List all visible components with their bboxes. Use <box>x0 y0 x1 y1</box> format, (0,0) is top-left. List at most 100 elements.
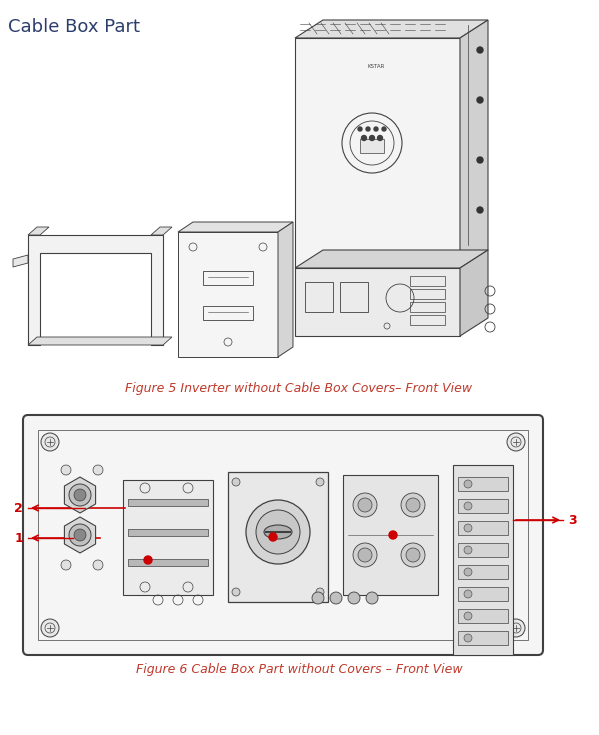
Text: Cable Box Part: Cable Box Part <box>8 18 140 36</box>
Circle shape <box>477 207 483 213</box>
Polygon shape <box>295 20 488 38</box>
Circle shape <box>144 556 152 564</box>
Circle shape <box>401 543 425 567</box>
Polygon shape <box>151 227 172 235</box>
Bar <box>458 521 508 535</box>
Circle shape <box>507 619 525 637</box>
Circle shape <box>464 590 472 598</box>
Circle shape <box>366 127 370 131</box>
Polygon shape <box>295 250 488 268</box>
Circle shape <box>353 543 377 567</box>
Polygon shape <box>65 477 96 513</box>
Bar <box>410 289 445 299</box>
Circle shape <box>464 502 472 510</box>
FancyBboxPatch shape <box>23 415 543 655</box>
Polygon shape <box>278 222 293 357</box>
Circle shape <box>69 484 91 506</box>
Circle shape <box>41 433 59 451</box>
Polygon shape <box>178 222 293 232</box>
Circle shape <box>358 127 362 131</box>
Circle shape <box>93 560 103 570</box>
Bar <box>128 499 208 506</box>
Polygon shape <box>28 337 172 345</box>
Circle shape <box>41 619 59 637</box>
Circle shape <box>401 493 425 517</box>
Bar <box>128 559 208 566</box>
Circle shape <box>464 612 472 620</box>
Bar <box>458 631 508 645</box>
Circle shape <box>374 127 378 131</box>
Text: 1: 1 <box>14 531 23 545</box>
Circle shape <box>406 548 420 562</box>
Polygon shape <box>460 250 488 336</box>
Circle shape <box>389 531 397 539</box>
Text: Figure 5 Inverter without Cable Box Covers– Front View: Figure 5 Inverter without Cable Box Cove… <box>125 381 473 395</box>
Bar <box>128 529 208 536</box>
Polygon shape <box>28 227 49 235</box>
Circle shape <box>358 498 372 512</box>
Bar <box>305 282 333 312</box>
Bar <box>410 276 445 286</box>
Bar <box>458 609 508 623</box>
Circle shape <box>316 478 324 486</box>
Circle shape <box>69 524 91 546</box>
Circle shape <box>464 634 472 642</box>
Polygon shape <box>28 235 163 345</box>
Bar <box>458 543 508 557</box>
Bar <box>410 302 445 312</box>
Circle shape <box>61 560 71 570</box>
Bar <box>453 465 513 655</box>
Circle shape <box>312 592 324 604</box>
Bar <box>38 430 528 640</box>
Circle shape <box>370 135 374 140</box>
Circle shape <box>316 588 324 596</box>
Circle shape <box>507 433 525 451</box>
Bar <box>203 271 253 285</box>
Circle shape <box>382 127 386 131</box>
Circle shape <box>330 592 342 604</box>
Circle shape <box>256 510 300 554</box>
Circle shape <box>246 500 310 564</box>
Circle shape <box>93 465 103 475</box>
Bar <box>123 480 213 595</box>
Circle shape <box>377 135 383 140</box>
Circle shape <box>464 568 472 576</box>
Polygon shape <box>295 38 460 268</box>
Polygon shape <box>178 232 278 357</box>
Bar <box>203 306 253 320</box>
Text: 2: 2 <box>14 501 23 514</box>
Circle shape <box>74 529 86 541</box>
Bar <box>458 587 508 601</box>
Bar <box>228 472 328 602</box>
Bar <box>360 139 384 153</box>
Circle shape <box>353 493 377 517</box>
Bar <box>458 565 508 579</box>
Circle shape <box>232 588 240 596</box>
Circle shape <box>348 592 360 604</box>
Polygon shape <box>13 255 28 267</box>
Circle shape <box>464 524 472 532</box>
Circle shape <box>269 533 277 541</box>
Circle shape <box>464 546 472 554</box>
Polygon shape <box>295 268 460 336</box>
Circle shape <box>358 548 372 562</box>
Circle shape <box>232 478 240 486</box>
Circle shape <box>477 47 483 53</box>
Circle shape <box>464 480 472 488</box>
Circle shape <box>362 135 367 140</box>
Circle shape <box>366 592 378 604</box>
Ellipse shape <box>264 525 292 539</box>
Polygon shape <box>65 517 96 553</box>
Bar <box>343 475 438 595</box>
Circle shape <box>477 157 483 163</box>
Bar <box>458 499 508 513</box>
Circle shape <box>406 498 420 512</box>
Text: Figure 6 Cable Box Part without Covers – Front View: Figure 6 Cable Box Part without Covers –… <box>136 664 462 676</box>
Circle shape <box>74 489 86 501</box>
Text: 3: 3 <box>568 514 577 526</box>
Bar <box>340 282 368 312</box>
Bar <box>410 315 445 325</box>
Bar <box>458 477 508 491</box>
Circle shape <box>61 465 71 475</box>
Text: KSTAR: KSTAR <box>367 63 385 68</box>
